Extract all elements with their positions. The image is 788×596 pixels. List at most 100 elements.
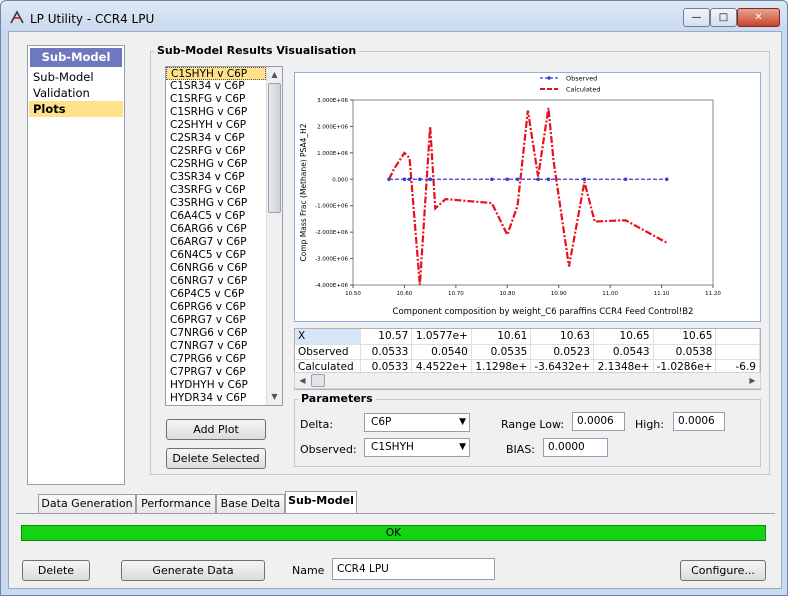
tab-data-generation[interactable]: Data Generation bbox=[38, 494, 136, 513]
high-input[interactable]: 0.0006 bbox=[673, 412, 725, 431]
scroll-right-icon[interactable]: ▶ bbox=[749, 376, 756, 385]
list-item[interactable]: HYDHYH v C6P bbox=[170, 379, 248, 391]
data-point-observed bbox=[582, 177, 587, 182]
list-item[interactable]: C2SRFG v C6P bbox=[170, 145, 246, 157]
scroll-up-icon[interactable]: ▲ bbox=[271, 70, 278, 79]
scroll-down-icon[interactable]: ▼ bbox=[271, 392, 278, 401]
table-cell[interactable]: 10.57 bbox=[360, 329, 413, 345]
y-tick-label: 1.000E+06 bbox=[317, 151, 348, 157]
table-cell[interactable]: 0.0533 bbox=[360, 344, 413, 360]
table-cell[interactable]: 10.61 bbox=[471, 329, 532, 345]
table-cell[interactable]: 0.0538 bbox=[653, 344, 717, 360]
x-tick-label: 10.70 bbox=[448, 291, 464, 297]
generate-data-button[interactable]: Generate Data bbox=[121, 560, 265, 581]
list-item[interactable]: C1SRFG v C6P bbox=[170, 93, 246, 105]
data-point-observed bbox=[402, 177, 407, 182]
list-item[interactable]: C6ARG6 v C6P bbox=[170, 223, 247, 235]
name-input[interactable]: CCR4 LPU bbox=[332, 558, 495, 580]
list-item[interactable]: C6NRG6 v C6P bbox=[170, 262, 248, 274]
nav-header: Sub-Model bbox=[30, 48, 122, 67]
list-item[interactable]: C1SHYH v C6P bbox=[166, 67, 266, 80]
table-cell[interactable]: 0.0540 bbox=[411, 344, 472, 360]
data-point-observed bbox=[407, 177, 412, 182]
y-tick-label: -2.000E+06 bbox=[315, 230, 348, 236]
range-low-input[interactable]: 0.0006 bbox=[572, 412, 625, 431]
list-item[interactable]: C6NRG7 v C6P bbox=[170, 275, 248, 287]
list-item[interactable]: C6P4C5 v C6P bbox=[170, 288, 245, 300]
chevron-down-icon: ▼ bbox=[459, 417, 466, 427]
y-tick-label: 2.000E+06 bbox=[317, 124, 348, 130]
list-item[interactable]: C1SRHG v C6P bbox=[170, 106, 248, 118]
list-item[interactable]: C3SRFG v C6P bbox=[170, 184, 246, 196]
list-item[interactable]: C7NRG7 v C6P bbox=[170, 340, 248, 352]
sub-model-list[interactable]: C1SHYH v C6P C1SR34 v C6P C1SRFG v C6P C1SR… bbox=[165, 66, 283, 406]
grid-hscrollbar[interactable]: ◀ ▶ bbox=[294, 372, 761, 389]
data-point-observed bbox=[428, 177, 432, 182]
list-item[interactable]: C2SRHG v C6P bbox=[170, 158, 248, 170]
x-axis-label: Component composition by weight_C6 paraf… bbox=[393, 307, 694, 317]
table-cell[interactable]: -1.0286e+ bbox=[653, 359, 717, 375]
x-tick-label: 11.00 bbox=[602, 291, 618, 297]
table-cell[interactable]: 0.0523 bbox=[530, 344, 595, 360]
scroll-left-icon[interactable]: ◀ bbox=[299, 376, 306, 385]
table-cell[interactable] bbox=[715, 329, 760, 345]
list-item[interactable]: C7PRG6 v C6P bbox=[170, 353, 246, 365]
table-cell[interactable]: 10.63 bbox=[530, 329, 595, 345]
list-item[interactable]: C6PRG6 v C6P bbox=[170, 301, 246, 313]
table-cell[interactable] bbox=[715, 344, 760, 360]
list-item[interactable]: C7PRG7 v C6P bbox=[170, 366, 246, 378]
observed-label: Observed: bbox=[300, 443, 357, 456]
list-item[interactable]: C6N4C5 v C6P bbox=[170, 249, 246, 261]
tab-base-delta[interactable]: Base Delta bbox=[216, 494, 285, 513]
scroll-thumb[interactable] bbox=[268, 83, 281, 213]
table-cell[interactable]: 10.65 bbox=[653, 329, 717, 345]
client-area: Sub-Model Sub-Model Validation Plots Sub… bbox=[8, 31, 782, 589]
data-point-observed bbox=[546, 177, 551, 182]
list-item[interactable]: C6A4C5 v C6P bbox=[170, 210, 246, 222]
bias-input[interactable]: 0.0000 bbox=[543, 438, 608, 457]
delete-button[interactable]: Delete bbox=[22, 560, 90, 581]
table-cell[interactable]: 0.0543 bbox=[593, 344, 654, 360]
close-button[interactable]: ✕ bbox=[737, 8, 780, 27]
observed-value: C1SHYH bbox=[371, 441, 414, 453]
status-bar: OK bbox=[21, 525, 766, 541]
delta-select[interactable]: C6P ▼ bbox=[364, 413, 470, 432]
list-item[interactable]: C3SR34 v C6P bbox=[170, 171, 245, 183]
maximize-button[interactable]: □ bbox=[710, 8, 737, 27]
list-item[interactable]: HYDR34 v C6P bbox=[170, 392, 247, 404]
nav-item-plots[interactable]: Plots bbox=[29, 101, 123, 117]
data-point-observed bbox=[418, 177, 422, 182]
table-cell[interactable]: 4.4522e+ bbox=[411, 359, 472, 375]
tab-performance[interactable]: Performance bbox=[136, 494, 216, 513]
data-point-observed bbox=[515, 177, 520, 182]
data-point-observed bbox=[623, 177, 628, 182]
list-item[interactable]: C3SRHG v C6P bbox=[170, 197, 248, 209]
list-item[interactable]: C6PRG7 v C6P bbox=[170, 314, 246, 326]
row-header: Observed bbox=[295, 344, 361, 360]
name-label: Name bbox=[292, 564, 325, 577]
list-item[interactable]: C2SHYH v C6P bbox=[170, 119, 247, 131]
table-cell[interactable]: 10.65 bbox=[593, 329, 654, 345]
delete-selected-button[interactable]: Delete Selected bbox=[166, 448, 266, 469]
table-cell[interactable]: 0.0535 bbox=[471, 344, 532, 360]
observed-select[interactable]: C1SHYH ▼ bbox=[364, 438, 470, 457]
x-tick-label: 11.20 bbox=[705, 291, 721, 297]
tab-sub-model[interactable]: Sub-Model bbox=[285, 491, 357, 513]
range-low-label: Range Low: bbox=[501, 418, 565, 431]
nav-item-sub-model[interactable]: Sub-Model bbox=[33, 70, 94, 84]
table-cell[interactable]: 1.0577e+ bbox=[411, 329, 472, 345]
nav-item-validation[interactable]: Validation bbox=[33, 86, 90, 100]
list-item[interactable]: C1SR34 v C6P bbox=[170, 80, 245, 92]
list-item[interactable]: C6ARG7 v C6P bbox=[170, 236, 247, 248]
configure-button[interactable]: Configure... bbox=[680, 560, 766, 581]
list-scrollbar[interactable]: ▲ ▼ bbox=[266, 67, 282, 405]
list-item[interactable]: C7NRG6 v C6P bbox=[170, 327, 248, 339]
table-cell[interactable]: -3.6432e+ bbox=[530, 359, 595, 375]
add-plot-button[interactable]: Add Plot bbox=[166, 419, 266, 440]
x-tick-label: 11.10 bbox=[654, 291, 670, 297]
list-item[interactable]: C2SR34 v C6P bbox=[170, 132, 245, 144]
results-group-title: Sub-Model Results Visualisation bbox=[154, 44, 360, 57]
minimize-button[interactable]: — bbox=[683, 8, 710, 27]
hscroll-thumb[interactable] bbox=[311, 374, 325, 387]
